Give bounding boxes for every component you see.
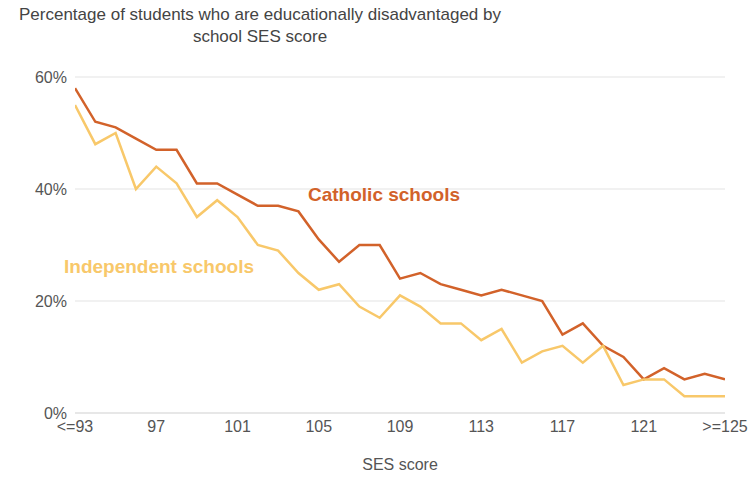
svg-text:20%: 20%: [35, 293, 67, 310]
svg-text:121: 121: [630, 418, 657, 435]
svg-text:SES score: SES score: [362, 456, 438, 473]
svg-text:105: 105: [305, 418, 332, 435]
svg-text:0%: 0%: [44, 405, 67, 422]
svg-text:>=125: >=125: [702, 418, 746, 435]
html-text:Independent schools: Independent schools: [64, 256, 254, 277]
html-text:Catholic schools: Catholic schools: [308, 184, 460, 205]
svg-text:109: 109: [387, 418, 414, 435]
svg-text:60%: 60%: [35, 69, 67, 86]
svg-text:97: 97: [147, 418, 165, 435]
svg-text:117: 117: [550, 418, 576, 435]
svg-text:113: 113: [468, 418, 494, 435]
svg-text:40%: 40%: [35, 181, 67, 198]
svg-text:101: 101: [224, 418, 251, 435]
svg-text:<=93: <=93: [56, 418, 94, 436]
html-text:Percentage of students who are: Percentage of students who are education…: [19, 5, 501, 46]
